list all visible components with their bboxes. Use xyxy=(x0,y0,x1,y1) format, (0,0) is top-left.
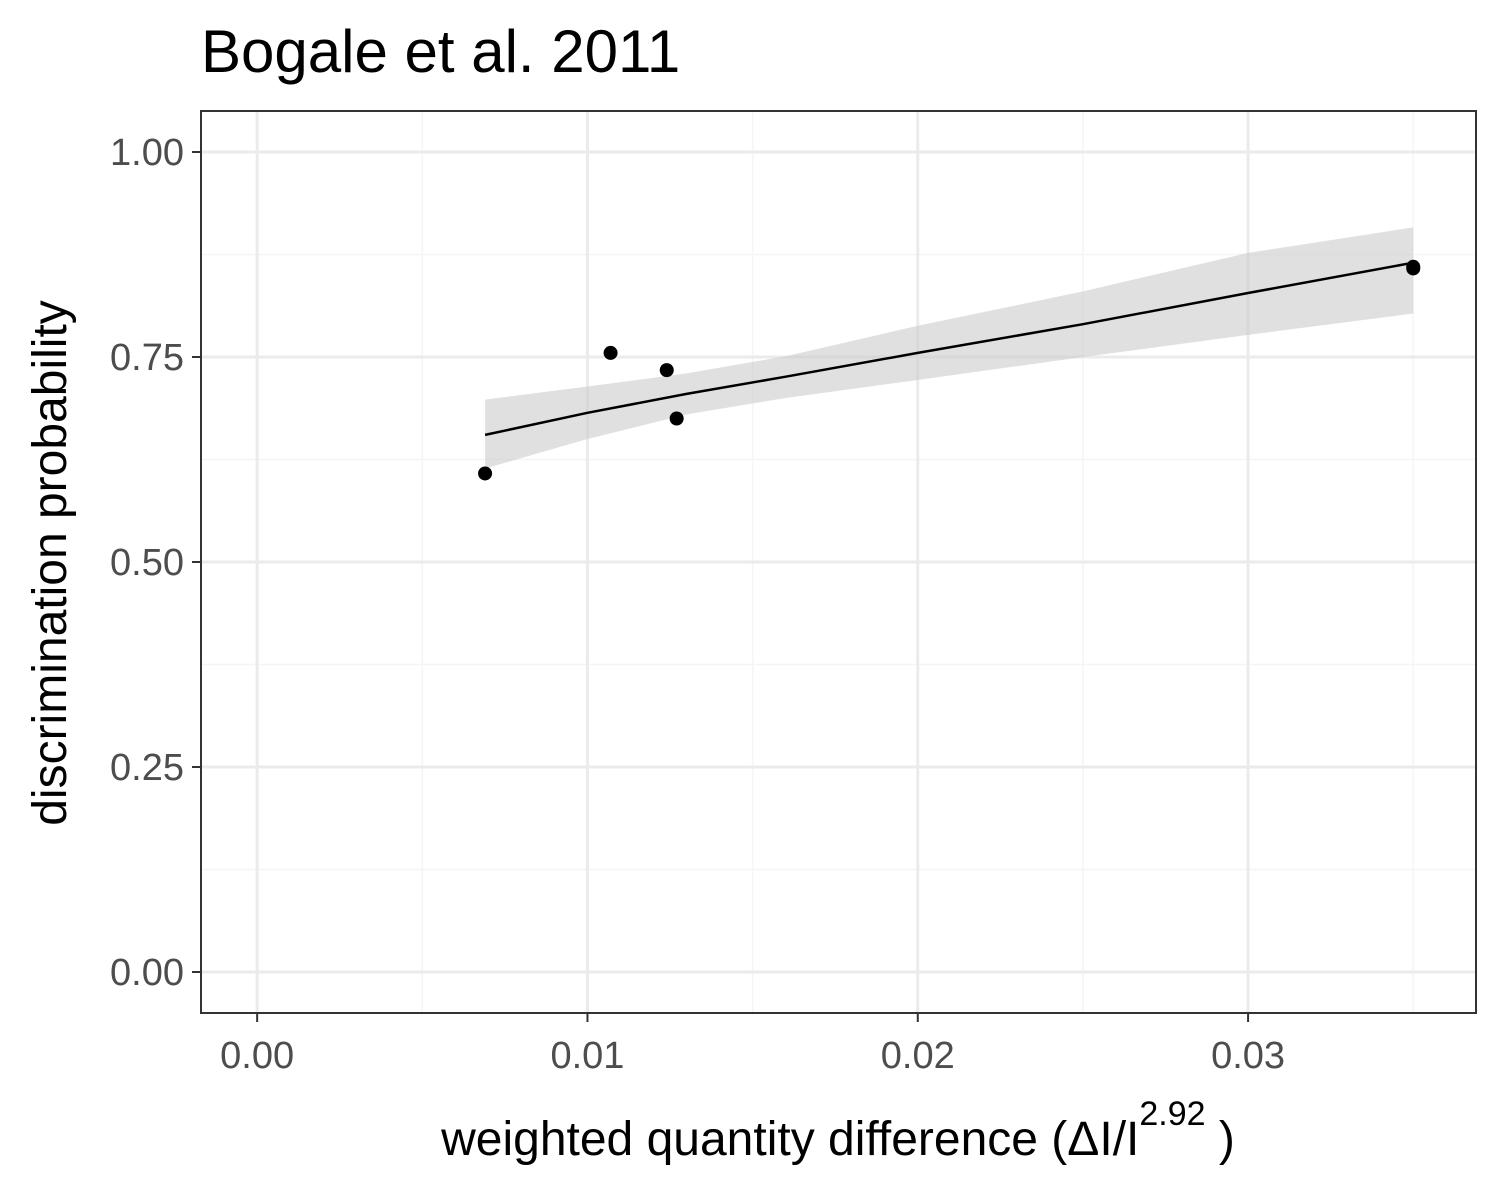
y-axis-label: discrimination probability xyxy=(24,300,77,826)
data-point xyxy=(669,411,684,426)
x-tick-label: 0.03 xyxy=(1211,1035,1285,1077)
y-tick-label: 0.75 xyxy=(110,337,184,379)
y-tick-label: 0.50 xyxy=(110,542,184,584)
data-point xyxy=(659,363,674,378)
x-axis-label-superscript: 2.92 xyxy=(1139,1095,1205,1133)
y-tick-label: 0.25 xyxy=(110,747,184,789)
regression-line xyxy=(484,261,1414,437)
y-tick-label: 0.00 xyxy=(110,952,184,994)
x-axis-label-main: weighted quantity difference (ΔI/I xyxy=(440,1113,1139,1166)
data-point xyxy=(603,345,618,360)
data-point xyxy=(478,466,493,481)
x-tick-label: 0.00 xyxy=(220,1035,294,1077)
x-tick-label: 0.01 xyxy=(550,1035,624,1077)
x-axis-label-close: ) xyxy=(1206,1113,1235,1166)
x-tick-label: 0.02 xyxy=(881,1035,955,1077)
x-axis-label: weighted quantity difference (ΔI/I2.92 ) xyxy=(440,1095,1235,1166)
data-points xyxy=(478,259,1421,481)
chart-title: Bogale et al. 2011 xyxy=(201,18,680,85)
data-point xyxy=(1406,259,1421,274)
y-axis-ticks: 0.00 0.25 0.50 0.75 1.00 xyxy=(110,132,201,994)
fit-line xyxy=(484,261,1414,437)
y-tick-label: 1.00 xyxy=(110,132,184,174)
x-axis-ticks: 0.00 0.01 0.02 0.03 xyxy=(220,1013,1285,1077)
